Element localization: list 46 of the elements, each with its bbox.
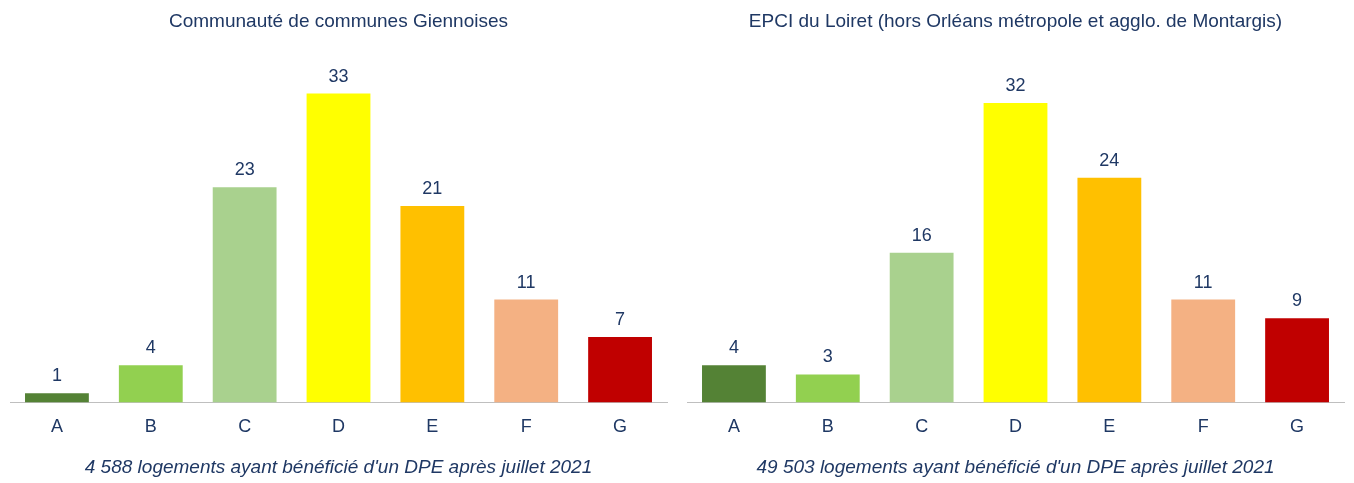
x-tick-label: F bbox=[520, 416, 532, 437]
bar bbox=[118, 365, 183, 403]
data-label: 23 bbox=[234, 159, 255, 180]
bar bbox=[1265, 318, 1329, 403]
x-tick-label: A bbox=[50, 416, 63, 437]
bar bbox=[306, 93, 371, 403]
bar bbox=[588, 337, 652, 403]
data-label: 32 bbox=[1005, 74, 1026, 95]
data-label: 24 bbox=[1099, 149, 1120, 170]
bar bbox=[212, 187, 277, 403]
x-tick-label: G bbox=[1290, 416, 1305, 437]
x-tick-label: D bbox=[332, 416, 345, 437]
bar bbox=[983, 102, 1048, 403]
text: 49 503 logements ayant bénéficié d'un DPE après juillet 2021 bbox=[756, 455, 1275, 477]
data-label: 21 bbox=[422, 177, 443, 198]
chart-title: Communauté de communes Giennoises bbox=[168, 9, 509, 31]
x-tick-label: F bbox=[1197, 416, 1209, 437]
bar bbox=[795, 374, 860, 403]
data-label: 33 bbox=[328, 65, 349, 86]
x-tick-label: C bbox=[238, 416, 252, 437]
chart-title: EPCI du Loiret (hors Orléans métropole et agglo. de Montargis) bbox=[748, 9, 1283, 31]
bar bbox=[1077, 177, 1142, 403]
bar bbox=[400, 205, 465, 403]
x-tick-label: C bbox=[915, 416, 929, 437]
text: 4 588 logements ayant bénéficié d'un DPE après juillet 2021 bbox=[84, 455, 593, 477]
data-label: 4 bbox=[728, 337, 739, 358]
data-label: 7 bbox=[615, 309, 626, 330]
x-tick-label: G bbox=[613, 416, 628, 437]
data-label: 9 bbox=[1292, 290, 1303, 311]
data-label: 4 bbox=[145, 337, 156, 358]
x-tick-label: D bbox=[1009, 416, 1022, 437]
bar bbox=[702, 365, 766, 403]
data-label: 16 bbox=[911, 224, 932, 245]
x-tick-label: B bbox=[144, 416, 157, 437]
x-tick-label: B bbox=[821, 416, 834, 437]
x-tick-label: E bbox=[1103, 416, 1116, 437]
bar bbox=[1171, 299, 1236, 403]
x-tick-label: E bbox=[426, 416, 439, 437]
bar bbox=[889, 252, 954, 403]
data-label: 11 bbox=[516, 271, 536, 292]
bar bbox=[25, 393, 89, 403]
data-label: 11 bbox=[1193, 271, 1213, 292]
x-tick-label: A bbox=[727, 416, 740, 437]
data-label: 1 bbox=[51, 365, 62, 386]
data-label: 3 bbox=[822, 346, 833, 367]
bar bbox=[494, 299, 559, 403]
